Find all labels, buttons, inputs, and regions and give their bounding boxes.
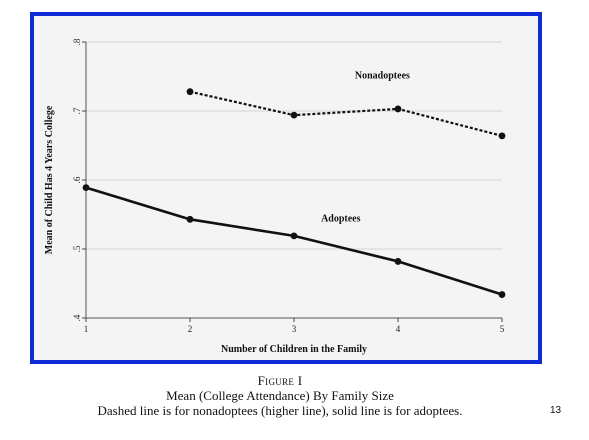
data-point-nonadoptees bbox=[394, 105, 402, 113]
x-tick-label: 5 bbox=[500, 324, 505, 334]
data-point-adoptees bbox=[498, 291, 506, 298]
slide-number: 13 bbox=[550, 405, 562, 416]
x-tick-label: 4 bbox=[396, 324, 401, 334]
figure-title: Mean (College Attendance) By Family Size bbox=[166, 388, 394, 403]
data-point-nonadoptees bbox=[498, 132, 506, 140]
x-axis-title: Number of Children in the Family bbox=[221, 344, 367, 355]
y-tick-label: .4 bbox=[72, 314, 82, 321]
line-chart: .4 .5 .6 .7 .8 1 2 3 4 5 Number of Children in the… bbox=[44, 38, 506, 355]
y-tick-label: .8 bbox=[72, 38, 82, 45]
data-point-adoptees bbox=[394, 258, 402, 265]
x-tick-label: 3 bbox=[292, 324, 297, 334]
series-label-adoptees: Adoptees bbox=[321, 213, 361, 224]
figure-note: Dashed line is for nonadoptees (higher l… bbox=[97, 403, 463, 418]
data-point-adoptees bbox=[186, 215, 194, 223]
y-tick-label: .6 bbox=[72, 176, 82, 183]
data-point-adoptees bbox=[290, 232, 298, 240]
data-point-nonadoptees bbox=[186, 88, 194, 96]
x-tick-label: 1 bbox=[84, 324, 89, 334]
figure-label: Figure I bbox=[257, 373, 303, 388]
data-point-adoptees bbox=[82, 184, 90, 191]
series-label-nonadoptees: Nonadoptees bbox=[355, 71, 410, 82]
y-tick-label: .7 bbox=[72, 107, 82, 114]
figure-frame: .4 .5 .6 .7 .8 1 2 3 4 5 Number of Children in the… bbox=[30, 12, 542, 364]
data-point-nonadoptees bbox=[290, 111, 298, 119]
y-axis-title: Mean of Child Has 4 Years College bbox=[44, 105, 55, 254]
y-tick-label: .5 bbox=[72, 245, 82, 252]
x-tick-label: 2 bbox=[188, 324, 193, 334]
